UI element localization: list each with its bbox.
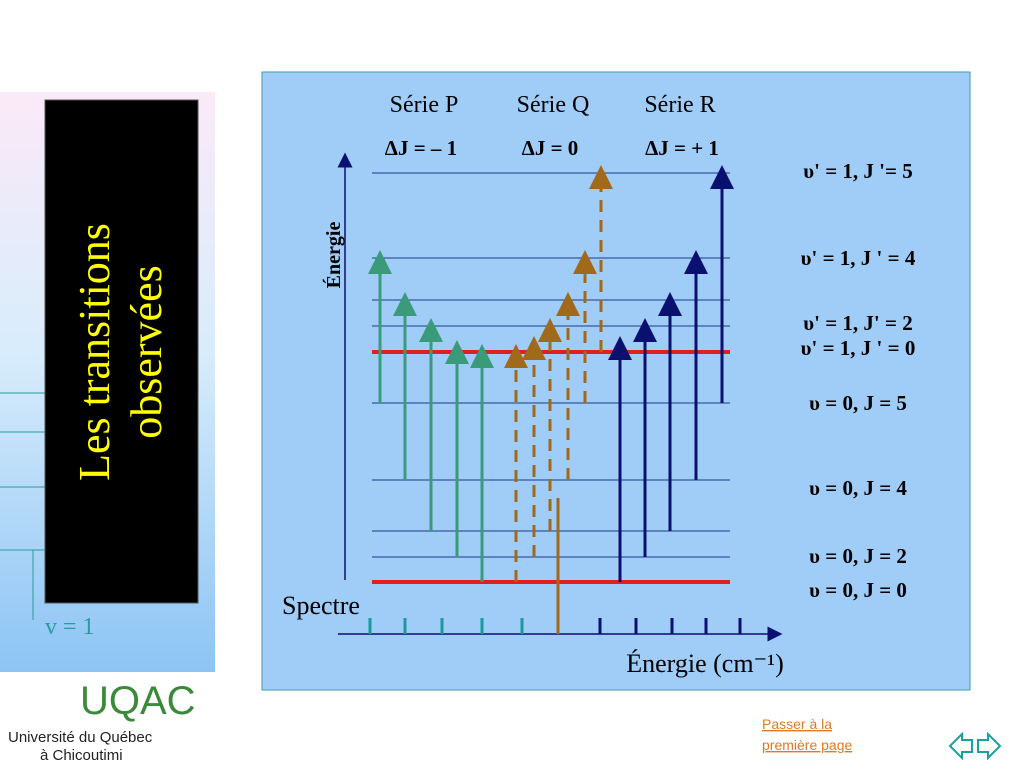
level-label: υ = 0, J = 2	[809, 544, 907, 568]
level-label: υ' = 1, J '= 5	[803, 159, 913, 183]
title-line: observées	[122, 265, 171, 439]
energy-axis-label: Énergie	[322, 222, 345, 289]
title: Les transitions observées	[70, 223, 171, 481]
series-name: Série P	[390, 92, 459, 118]
level-label: υ = 0, J = 0	[809, 578, 907, 602]
side-lines	[0, 392, 45, 620]
spectrum-axis-label: Énergie (cm⁻¹)	[626, 649, 783, 678]
series-name: Série Q	[517, 92, 590, 118]
nav-link[interactable]: Passer à la	[762, 716, 832, 732]
level-label: υ' = 1, J ' = 0	[801, 336, 916, 360]
level-label: υ = 0, J = 4	[809, 476, 907, 500]
logo-line: Université du Québec	[8, 729, 153, 746]
nav-link[interactable]: première page	[762, 737, 852, 753]
logo-name: UQAC	[80, 679, 196, 723]
series-rule: ΔJ = 0	[522, 136, 579, 160]
level-label: υ = 0, J = 5	[809, 391, 907, 415]
spectrum-label: Spectre	[282, 591, 360, 620]
level-label: υ' = 1, J' = 2	[803, 311, 913, 335]
series-name: Série R	[644, 92, 715, 118]
level-label: υ' = 1, J ' = 4	[801, 246, 916, 270]
title-box	[44, 99, 199, 604]
diagram: Série P ΔJ = – 1 Série Q ΔJ = 0 Série R ΔJ = …	[282, 92, 916, 678]
title-line: Les transitions	[70, 223, 119, 481]
logo-line: à Chicoutimi	[40, 747, 123, 764]
side-label: v = 1	[45, 614, 95, 640]
series-rule: ΔJ = + 1	[645, 136, 719, 160]
nav-arrows[interactable]	[948, 731, 1002, 761]
series-rule: ΔJ = – 1	[385, 136, 457, 160]
